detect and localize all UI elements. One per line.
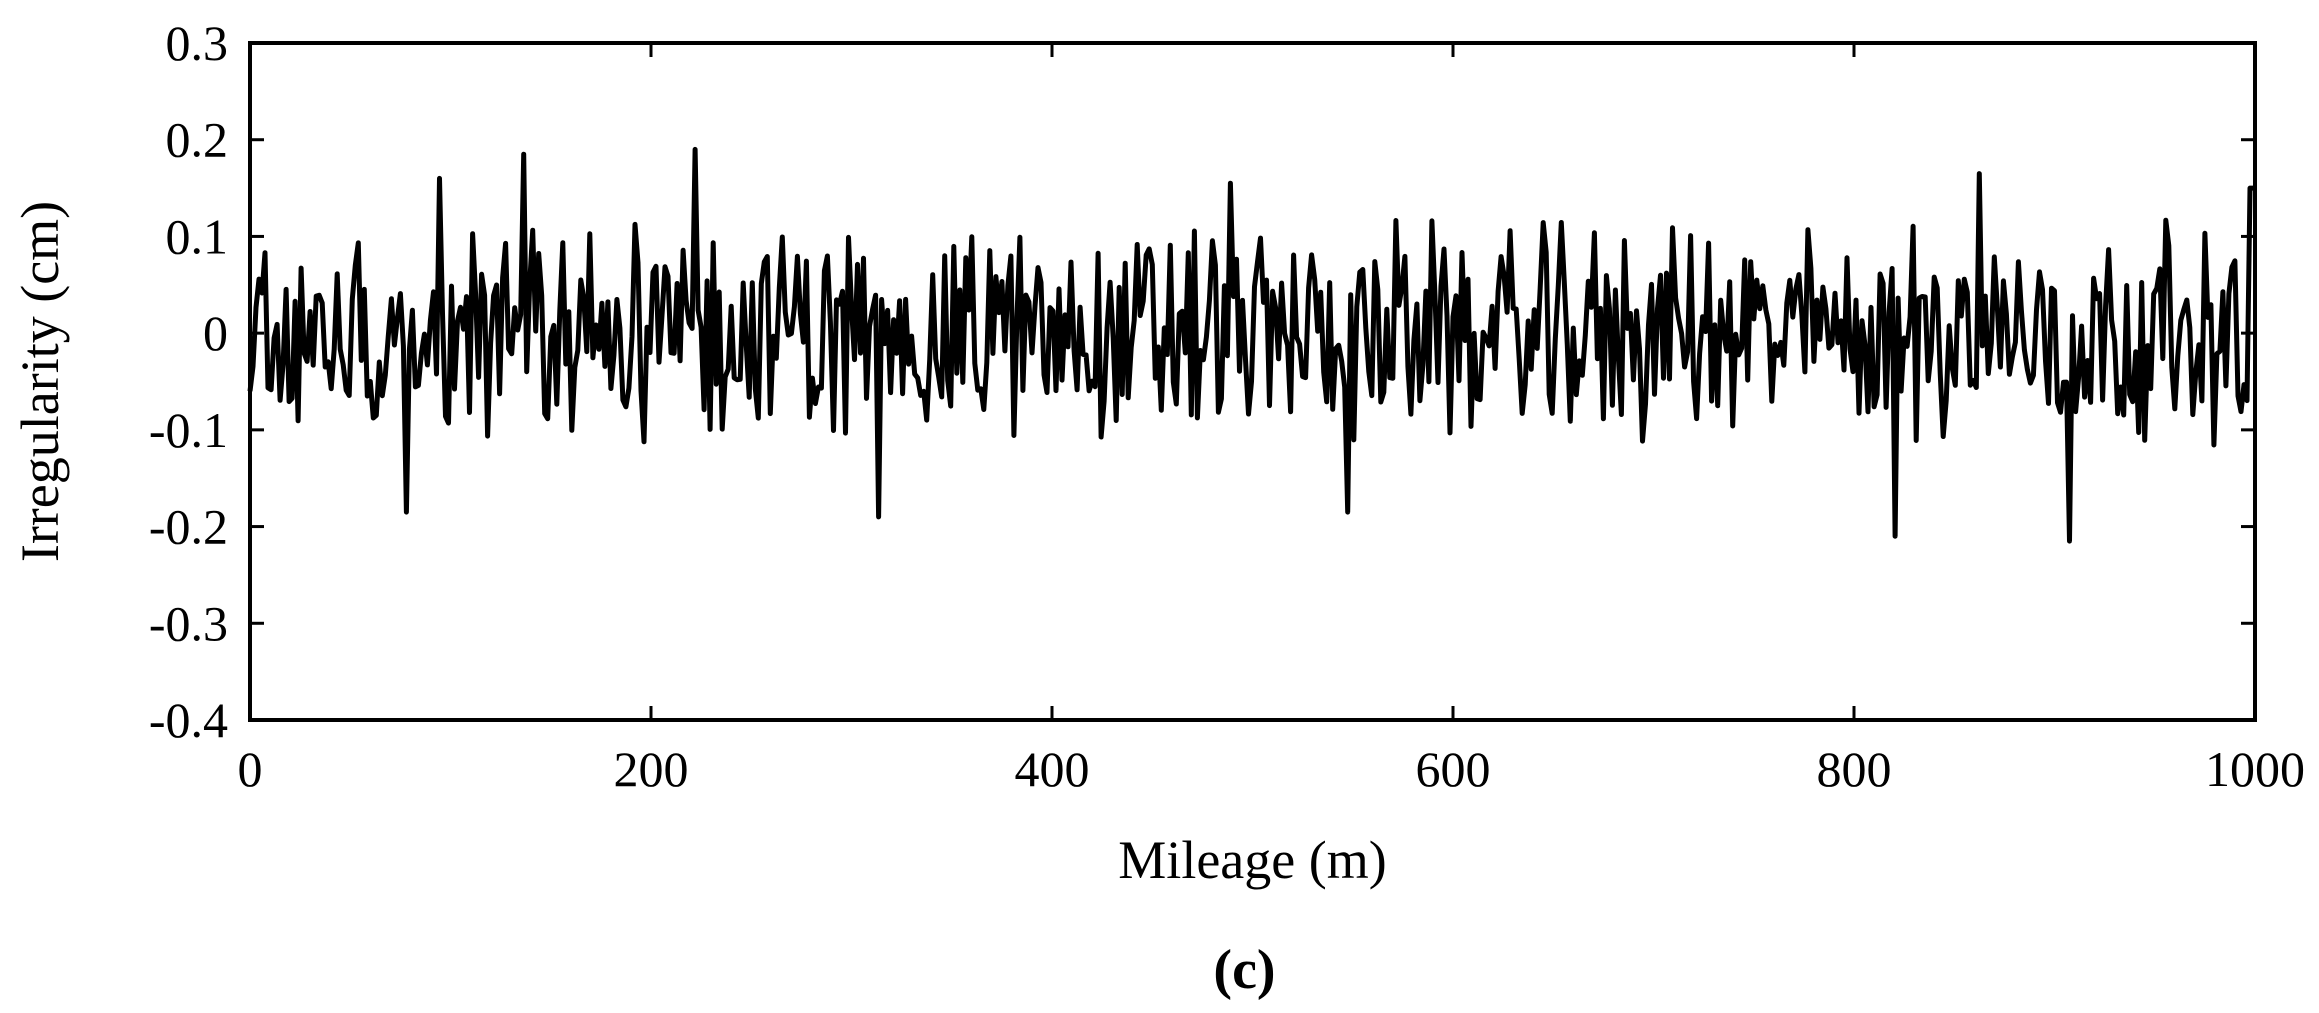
x-tick-label: 1000: [2205, 741, 2305, 797]
x-tick-label: 800: [1817, 741, 1892, 797]
y-axis-title: Irregularity (cm): [10, 201, 70, 562]
x-tick-label: 200: [614, 741, 689, 797]
y-tick-label: 0.1: [166, 208, 229, 264]
y-tick-label: -0.1: [149, 402, 228, 458]
y-axis-ticks: 0.3 0.2 0.1 0 -0.1 -0.2 -0.3 -0.4: [149, 15, 2255, 748]
y-tick-label: 0: [203, 305, 228, 361]
y-tick-label: 0.3: [166, 15, 229, 71]
plot-frame: [248, 41, 2257, 722]
panel-label: (c): [1213, 939, 1275, 1001]
y-tick-label: -0.3: [149, 595, 228, 651]
x-tick-label: 0: [238, 741, 263, 797]
y-tick-label: -0.4: [149, 692, 228, 748]
x-axis-title: Mileage (m): [1118, 830, 1386, 890]
x-tick-label: 600: [1416, 741, 1491, 797]
x-axis-ticks: 0 200 400 600 800 1000: [238, 43, 2305, 797]
plot-area: [247, 41, 2257, 722]
y-tick-label: 0.2: [166, 112, 229, 168]
x-tick-label: 400: [1015, 741, 1090, 797]
irregularity-series-line: [247, 146, 2255, 544]
y-tick-label: -0.2: [149, 499, 228, 555]
